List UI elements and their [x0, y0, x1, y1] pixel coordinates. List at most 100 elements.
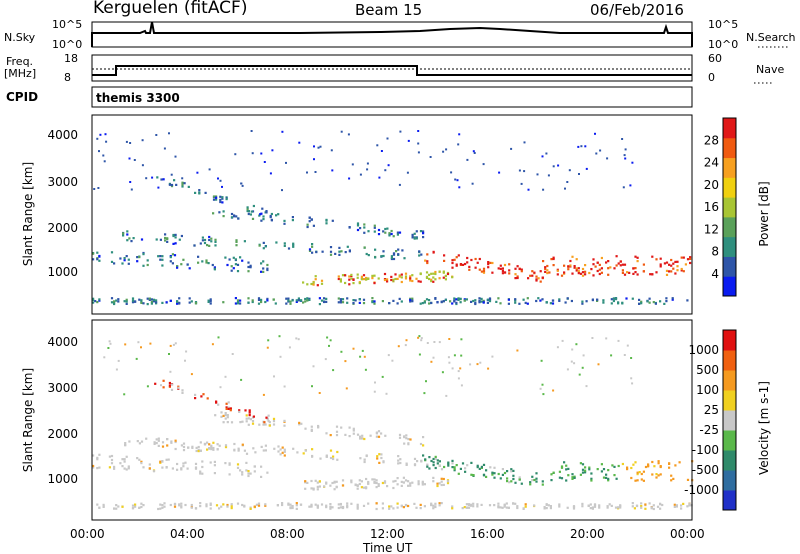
echo-cell [541, 298, 544, 301]
echo-cell [487, 367, 490, 370]
echo-cell [178, 301, 181, 304]
echo-cell [196, 171, 199, 174]
echo-cell [148, 298, 151, 301]
echo-cell [363, 355, 366, 358]
echo-cell [329, 503, 332, 506]
beam-label: Beam 15 [355, 1, 422, 19]
echo-cell [260, 152, 263, 155]
echo-cell [360, 275, 363, 278]
echo-cell [518, 267, 521, 271]
echo-cell [464, 470, 467, 473]
echo-cell [209, 507, 212, 510]
echo-cell [92, 297, 95, 300]
echo-cell [411, 299, 414, 302]
echo-cell [362, 504, 366, 507]
echo-cell [344, 360, 347, 363]
power-ytick: 1000 [47, 265, 78, 279]
echo-cell [323, 300, 326, 304]
echo-cell [265, 210, 268, 213]
echo-cell [148, 297, 151, 300]
echo-cell [313, 158, 315, 161]
echo-cell [247, 301, 250, 304]
echo-cell [493, 476, 496, 479]
echo-cell [381, 375, 384, 378]
echo-cell [281, 189, 283, 192]
echo-cell [594, 132, 596, 135]
echo-cell [181, 177, 184, 180]
echo-cell [271, 149, 274, 152]
echo-cell [165, 301, 168, 304]
echo-cell [491, 355, 494, 358]
echo-cell [190, 373, 193, 376]
echo-cell [220, 505, 223, 508]
echo-cell [401, 249, 404, 252]
echo-cell [125, 302, 128, 305]
echo-cell [302, 452, 305, 455]
echo-cell [581, 274, 585, 277]
echo-cell [350, 481, 353, 484]
echo-cell [287, 247, 291, 250]
echo-cell [123, 460, 126, 463]
echo-cell [206, 441, 209, 444]
echo-cell [124, 442, 127, 445]
echo-cell [318, 485, 321, 488]
power-colorbar-tick: 28 [704, 133, 719, 147]
echo-cell [402, 476, 405, 479]
echo-cell [348, 275, 351, 278]
echo-cell [388, 302, 391, 305]
echo-cell [443, 259, 446, 262]
echo-cell [245, 417, 248, 420]
echo-cell [498, 171, 501, 174]
echo-cell [561, 339, 564, 342]
echo-cell [472, 474, 475, 477]
echo-cell [446, 480, 450, 483]
echo-cell [269, 172, 272, 175]
echo-cell [168, 183, 171, 186]
echo-cell [320, 279, 324, 282]
echo-cell [423, 392, 426, 395]
echo-cell [447, 356, 450, 359]
echo-cell [260, 219, 263, 222]
echo-cell [558, 476, 561, 479]
echo-cell [406, 171, 409, 174]
echo-cell [614, 506, 618, 509]
echo-cell [356, 222, 360, 225]
echo-cell [333, 488, 336, 491]
echo-cell [352, 432, 355, 435]
echo-cell [123, 393, 126, 396]
power-colorbar-tick: 12 [704, 222, 719, 236]
echo-cell [182, 258, 185, 261]
echo-cell [335, 430, 339, 433]
echo-cell [529, 483, 532, 486]
echo-cell [332, 369, 335, 372]
echo-cell [226, 414, 229, 417]
freq-frame [91, 54, 693, 82]
echo-cell [233, 214, 236, 217]
echo-cell [213, 464, 216, 467]
echo-cell [250, 130, 253, 132]
echo-cell [199, 242, 202, 245]
echo-cell [141, 139, 144, 142]
echo-cell [546, 272, 549, 275]
echo-cell [399, 458, 402, 461]
xtick: 12:00 [370, 527, 405, 541]
echo-cell [514, 298, 517, 301]
echo-cell [239, 299, 242, 302]
echo-cell [613, 474, 616, 477]
echo-cell [482, 474, 486, 477]
echo-cell [551, 299, 555, 302]
echo-cell [226, 263, 229, 267]
echo-cell [243, 240, 246, 243]
echo-cell [230, 505, 233, 508]
echo-cell [182, 449, 186, 452]
echo-cell [110, 462, 114, 465]
echo-cell [367, 230, 370, 233]
echo-cell [363, 458, 366, 461]
nsky-frame [91, 21, 693, 48]
echo-cell [417, 483, 420, 486]
echo-cell [241, 503, 244, 507]
echo-cell [244, 409, 247, 412]
echo-cell [411, 235, 414, 238]
echo-cell [451, 462, 454, 465]
echo-cell [306, 223, 309, 226]
